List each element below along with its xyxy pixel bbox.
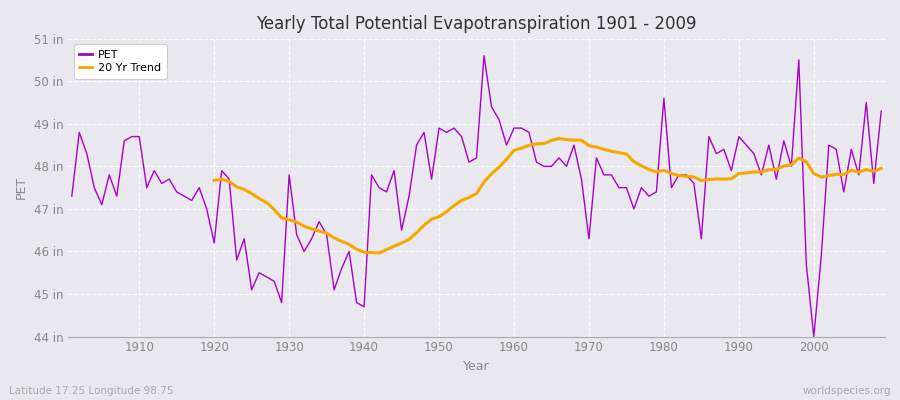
X-axis label: Year: Year [464, 360, 490, 373]
Y-axis label: PET: PET [15, 176, 28, 199]
Text: Latitude 17.25 Longitude 98.75: Latitude 17.25 Longitude 98.75 [9, 386, 174, 396]
Title: Yearly Total Potential Evapotranspiration 1901 - 2009: Yearly Total Potential Evapotranspiratio… [256, 15, 697, 33]
Legend: PET, 20 Yr Trend: PET, 20 Yr Trend [74, 44, 166, 79]
Text: worldspecies.org: worldspecies.org [803, 386, 891, 396]
